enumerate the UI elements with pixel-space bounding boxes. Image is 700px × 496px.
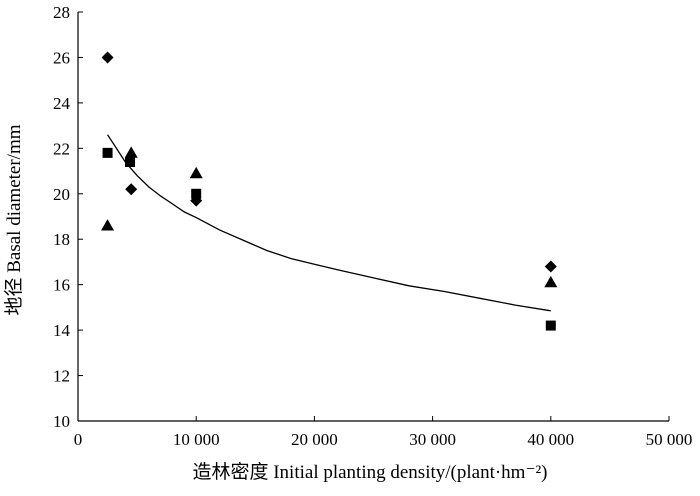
y-tick-label: 20	[53, 185, 70, 204]
y-tick-label: 28	[53, 3, 70, 22]
data-point-diamond	[101, 51, 114, 64]
y-tick-label: 18	[53, 230, 70, 249]
data-points	[101, 51, 558, 331]
fit-curve-group	[106, 134, 551, 312]
y-tick-label: 26	[53, 48, 70, 67]
y-tick-label: 12	[53, 367, 70, 386]
data-point-triangle	[124, 146, 138, 158]
x-tick-label: 50 000	[646, 430, 693, 449]
data-point-diamond	[544, 260, 557, 273]
x-axis-title: 造林密度 Initial planting density/(plant·hm⁻…	[192, 461, 547, 483]
axes: 10 12 14 16 18 20 22 24 26 28 0 10 000 20 000 30 000 4…	[53, 3, 692, 449]
x-tick-label: 40 000	[527, 430, 574, 449]
y-tick-label: 16	[53, 276, 70, 295]
y-tick-label: 24	[53, 94, 71, 113]
data-point-diamond	[125, 183, 138, 196]
data-point-square	[125, 156, 136, 167]
data-point-square	[545, 320, 556, 331]
x-tick-label: 20 000	[291, 430, 338, 449]
data-point-triangle	[544, 275, 558, 288]
y-tick-label: 10	[53, 412, 70, 431]
data-point-triangle	[189, 166, 203, 179]
data-point-square	[102, 147, 113, 158]
y-axis-title: 地径 Basal diameter/mm	[3, 124, 25, 315]
data-point-triangle	[101, 219, 115, 231]
fit-curve	[106, 134, 551, 312]
x-tick-label: 10 000	[173, 430, 220, 449]
x-tick-label: 0	[74, 430, 83, 449]
y-tick-label: 22	[53, 139, 70, 158]
y-tick-label: 14	[53, 321, 71, 340]
x-tick-label: 30 000	[409, 430, 456, 449]
data-point-square	[191, 188, 202, 199]
